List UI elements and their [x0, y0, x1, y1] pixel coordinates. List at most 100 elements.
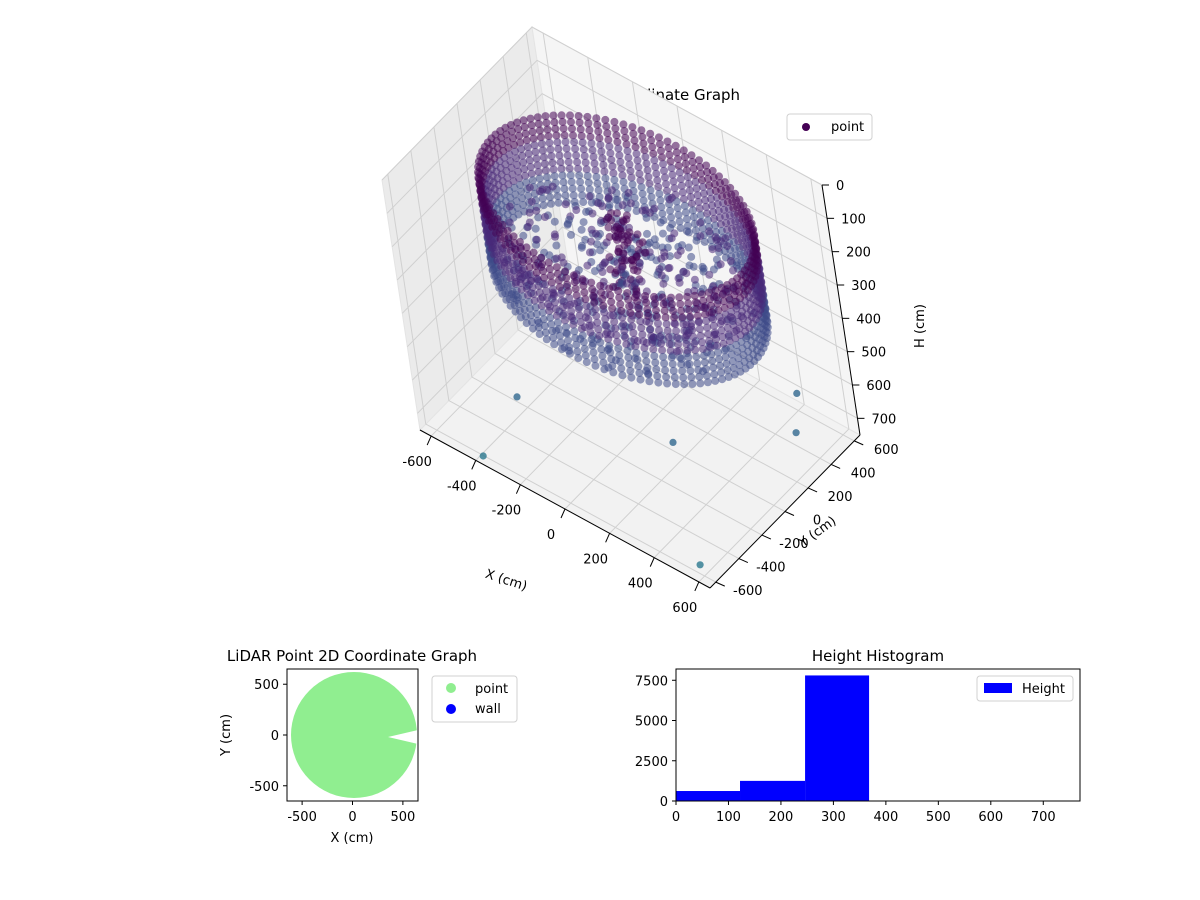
data-point	[548, 182, 557, 191]
gap-wedge	[388, 730, 418, 744]
data-point	[563, 329, 571, 338]
data-point	[678, 313, 687, 322]
data-point	[599, 301, 608, 310]
data-point	[645, 377, 654, 386]
data-point	[660, 166, 668, 175]
data-point	[570, 327, 579, 336]
data-point	[643, 166, 652, 175]
grid-line-h	[381, 26, 823, 186]
data-point	[525, 183, 534, 192]
data-point	[630, 279, 639, 288]
data-point	[704, 216, 713, 225]
data-point	[712, 293, 721, 301]
data-point	[569, 320, 578, 329]
data-point	[704, 330, 713, 339]
data-point	[708, 166, 717, 175]
data-point	[692, 305, 701, 313]
data-point	[576, 178, 585, 187]
data-point	[555, 283, 564, 292]
data-point	[605, 253, 614, 262]
data-point	[657, 203, 666, 211]
data-point	[688, 157, 697, 166]
data-point	[577, 132, 586, 140]
data-point	[615, 293, 624, 302]
data-point	[675, 278, 684, 287]
data-point	[724, 373, 733, 381]
data-point	[638, 189, 647, 198]
data-point	[635, 310, 644, 319]
data-point	[681, 208, 690, 217]
data-point	[540, 321, 549, 330]
data-point	[605, 341, 614, 350]
tick-label-x: 0	[348, 810, 356, 825]
grid-line-h	[386, 59, 828, 219]
data-point	[609, 169, 618, 178]
data-point	[574, 112, 583, 120]
data-point	[607, 297, 616, 306]
data-point	[595, 134, 604, 143]
chart-3d-axes: -600 -400 -200 0 200 400 600 -600 -400 -200 0 200 40…	[402, 179, 898, 616]
data-point	[675, 346, 684, 355]
data-point	[647, 136, 656, 145]
legend-height-label: Height	[1022, 682, 1065, 697]
data-point	[536, 295, 545, 304]
data-point	[573, 158, 582, 167]
data-point	[637, 277, 646, 286]
data-point	[649, 149, 658, 158]
data-point	[572, 340, 581, 349]
data-point	[602, 122, 611, 131]
data-point	[603, 129, 612, 138]
data-point	[597, 345, 606, 354]
data-point	[650, 352, 659, 360]
data-point	[536, 133, 545, 142]
data-point	[648, 143, 657, 151]
data-point	[551, 232, 560, 241]
data-point	[716, 260, 725, 269]
data-point	[595, 331, 604, 340]
data-point	[654, 133, 663, 142]
data-point	[680, 201, 689, 210]
data-point	[641, 248, 649, 257]
data-point	[681, 159, 690, 168]
data-point	[713, 299, 722, 308]
data-point	[687, 319, 696, 328]
data-point	[537, 301, 546, 310]
data-point	[498, 220, 507, 229]
data-point	[727, 350, 736, 359]
data-point	[696, 162, 704, 171]
legend-point-marker	[802, 123, 810, 131]
data-point	[635, 239, 644, 248]
data-point	[714, 348, 723, 357]
data-point	[589, 291, 598, 300]
data-point	[632, 349, 641, 357]
data-point	[673, 204, 682, 213]
data-point	[658, 293, 667, 302]
data-point	[637, 324, 646, 332]
data-point	[541, 328, 550, 337]
data-point	[688, 206, 697, 215]
data-point	[608, 304, 617, 313]
data-point	[708, 356, 717, 365]
data-point	[653, 176, 662, 185]
data-point	[644, 312, 653, 320]
data-point	[566, 349, 574, 358]
data-point	[535, 174, 544, 183]
data-point	[615, 224, 624, 233]
grid-line-h	[417, 259, 858, 419]
data-point	[547, 199, 555, 208]
data-point	[674, 161, 683, 170]
data-point	[568, 184, 577, 193]
data-point	[680, 153, 689, 161]
data-point	[701, 310, 710, 319]
data-point	[620, 127, 629, 135]
data-point	[721, 353, 730, 361]
data-point	[570, 278, 579, 287]
data-point	[605, 142, 614, 151]
data-point	[584, 315, 593, 324]
data-point	[610, 175, 619, 184]
data-point	[719, 339, 728, 348]
legend-point-label: point	[831, 120, 864, 135]
data-point	[542, 335, 551, 344]
data-point	[699, 351, 708, 360]
tick-y	[807, 487, 818, 493]
